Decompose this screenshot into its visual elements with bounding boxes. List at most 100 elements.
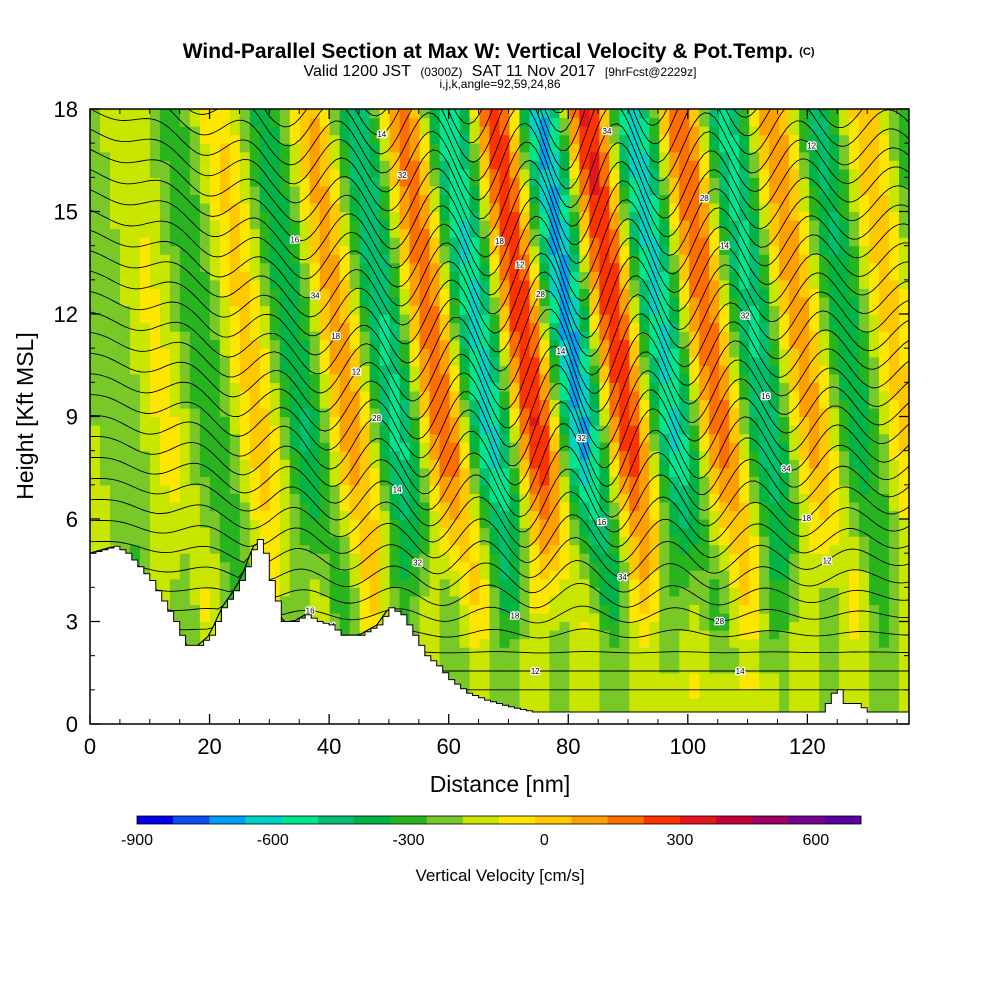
field-cell xyxy=(699,322,710,332)
field-cell xyxy=(459,527,471,537)
field-cell xyxy=(599,425,610,435)
field-cell xyxy=(689,544,700,554)
field-cell xyxy=(489,356,501,366)
field-cell xyxy=(339,168,351,178)
field-cell xyxy=(159,245,171,255)
field-cell xyxy=(739,536,750,546)
field-cell xyxy=(249,160,261,170)
field-cell xyxy=(589,262,600,272)
field-cell xyxy=(539,339,551,349)
field-cell xyxy=(479,638,491,648)
field-cell xyxy=(199,612,211,623)
field-cell xyxy=(529,202,541,213)
field-cell xyxy=(169,510,181,520)
field-cell xyxy=(509,254,521,264)
field-cell xyxy=(369,399,381,409)
field-cell xyxy=(639,211,650,221)
field-cell xyxy=(439,331,451,341)
field-cell xyxy=(629,407,640,418)
field-cell xyxy=(689,168,700,178)
field-cell xyxy=(219,433,231,443)
field-cell xyxy=(319,348,331,358)
field-cell xyxy=(90,202,101,213)
field-cell xyxy=(329,109,341,119)
field-cell xyxy=(759,348,770,358)
field-cell xyxy=(759,211,770,221)
field-cell xyxy=(489,296,501,307)
field-cell xyxy=(739,331,750,341)
field-cell xyxy=(719,373,730,383)
field-cell xyxy=(289,331,301,341)
field-cell xyxy=(129,493,141,503)
field-cell xyxy=(169,211,181,221)
field-cell xyxy=(199,476,211,486)
field-cell xyxy=(99,510,111,520)
field-cell xyxy=(499,373,511,383)
field-cell xyxy=(299,279,311,289)
field-cell xyxy=(749,390,760,401)
field-cell xyxy=(269,527,281,537)
field-cell xyxy=(289,296,301,307)
field-cell xyxy=(209,339,221,349)
field-cell xyxy=(739,237,750,247)
field-cell xyxy=(649,698,660,708)
field-cell xyxy=(609,706,620,717)
field-cell xyxy=(349,570,361,580)
field-cell xyxy=(319,202,331,213)
field-cell xyxy=(529,450,541,460)
field-cell xyxy=(649,202,660,213)
field-cell xyxy=(719,202,730,213)
field-cell xyxy=(579,681,590,691)
field-cell xyxy=(689,160,700,170)
field-cell xyxy=(329,519,341,529)
field-cell xyxy=(539,493,551,503)
field-cell xyxy=(199,160,211,170)
field-cell xyxy=(229,194,241,204)
field-cell xyxy=(549,151,561,161)
field-cell xyxy=(609,348,620,358)
field-cell xyxy=(549,493,561,503)
field-cell xyxy=(129,390,141,401)
field-cell xyxy=(599,604,610,614)
field-cell xyxy=(649,638,660,648)
field-cell xyxy=(369,185,381,196)
field-cell xyxy=(299,604,311,614)
field-cell xyxy=(349,484,361,494)
field-cell xyxy=(449,399,461,409)
field-cell xyxy=(629,561,640,571)
field-cell xyxy=(119,143,131,153)
field-cell xyxy=(409,262,421,272)
field-cell xyxy=(199,433,211,443)
field-cell xyxy=(689,638,700,648)
field-cell xyxy=(569,151,580,161)
field-cell xyxy=(159,288,171,298)
field-cell xyxy=(309,459,321,469)
field-cell xyxy=(599,220,610,230)
field-cell xyxy=(569,228,580,238)
field-cell xyxy=(259,305,271,315)
field-cell xyxy=(379,228,391,238)
field-cell xyxy=(609,134,620,144)
field-cell xyxy=(709,356,720,366)
field-cell xyxy=(599,630,610,640)
field-cell xyxy=(599,177,610,187)
field-cell xyxy=(519,647,531,657)
field-cell xyxy=(289,544,301,554)
field-cell xyxy=(179,510,191,520)
field-cell xyxy=(349,416,361,426)
field-cell xyxy=(709,202,720,213)
field-cell xyxy=(699,553,710,563)
field-cell xyxy=(759,664,770,674)
field-cell xyxy=(439,604,451,614)
field-cell xyxy=(649,322,660,332)
field-cell xyxy=(189,279,201,289)
field-cell xyxy=(729,484,740,494)
field-cell xyxy=(99,382,111,392)
field-cell xyxy=(259,262,271,272)
field-cell xyxy=(179,194,191,204)
field-cell xyxy=(299,271,311,281)
field-cell xyxy=(189,561,201,571)
field-cell xyxy=(749,262,760,272)
field-cell xyxy=(439,356,451,366)
field-cell xyxy=(419,630,431,640)
